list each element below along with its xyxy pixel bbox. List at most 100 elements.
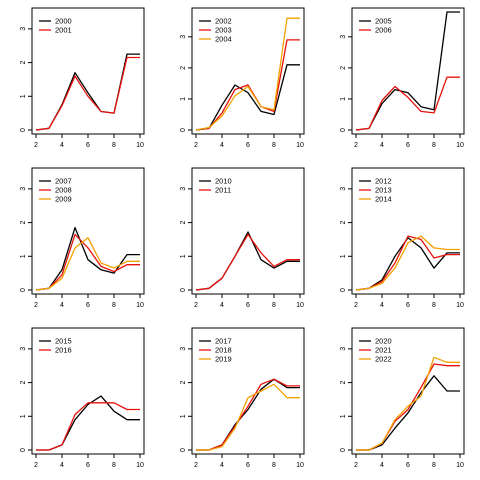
x-tick-label: 10 (456, 302, 464, 309)
y-tick-label: 0 (20, 288, 27, 292)
plot-frame (31, 327, 145, 455)
y-tick-label: 3 (340, 187, 347, 191)
x-tick-label: 10 (296, 302, 304, 309)
x-tick-label: 10 (456, 142, 464, 149)
x-tick-label: 4 (60, 462, 64, 469)
series-line-2011 (195, 233, 300, 291)
legend-label: 2008 (55, 186, 72, 195)
x-tick-label: 6 (86, 302, 90, 309)
y-tick-label: 0 (20, 448, 27, 452)
series-line-2012 (355, 237, 460, 291)
x-tick-label: 4 (220, 462, 224, 469)
plot-frame (191, 7, 305, 135)
y-tick-label: 0 (180, 448, 187, 452)
x-tick-label: 10 (136, 462, 144, 469)
plot-frame (351, 7, 465, 135)
y-tick-label: 0 (20, 128, 27, 132)
y-tick-label: 1 (20, 254, 27, 258)
x-tick-label: 6 (86, 142, 90, 149)
series-line-2018 (196, 378, 300, 451)
plot-frame (191, 167, 305, 295)
x-tick-label: 2 (34, 462, 38, 469)
y-tick-label: 2 (180, 221, 187, 225)
x-tick-label: 4 (380, 142, 384, 149)
series-line-2002 (195, 64, 300, 131)
x-tick-label: 8 (432, 462, 436, 469)
legend-label: 2015 (55, 337, 72, 346)
y-tick-label: 1 (180, 97, 187, 101)
y-tick-label: 3 (20, 347, 27, 351)
x-tick-label: 8 (432, 302, 436, 309)
x-tick-label: 2 (194, 462, 198, 469)
series-line-2005 (355, 11, 460, 131)
plot-frame (351, 167, 465, 295)
x-tick-label: 2 (194, 142, 198, 149)
y-tick-label: 1 (340, 414, 347, 418)
series-line-2009 (35, 237, 140, 291)
x-tick-label: 6 (246, 302, 250, 309)
x-tick-label: 4 (380, 302, 384, 309)
y-tick-label: 0 (180, 128, 187, 132)
series-line-2008 (35, 233, 140, 291)
x-tick-label: 10 (296, 142, 304, 149)
y-tick-label: 1 (340, 97, 347, 101)
y-tick-label: 2 (340, 381, 347, 385)
legend-label: 2009 (55, 195, 72, 204)
y-tick-label: 3 (180, 347, 187, 351)
y-tick-label: 1 (180, 254, 187, 258)
series-line-2007 (35, 226, 140, 291)
series-line-2017 (196, 378, 300, 451)
legend-label: 2017 (215, 337, 232, 346)
x-tick-label: 2 (354, 142, 358, 149)
x-tick-label: 2 (34, 302, 38, 309)
x-tick-label: 8 (272, 462, 276, 469)
legend-label: 2006 (375, 26, 392, 35)
x-tick-label: 6 (86, 462, 90, 469)
y-tick-label: 0 (340, 128, 347, 132)
series-line-2016 (36, 402, 140, 451)
x-tick-label: 6 (246, 462, 250, 469)
y-tick-label: 1 (20, 94, 27, 98)
y-tick-label: 3 (340, 347, 347, 351)
plot-frame (191, 327, 305, 455)
series-line-2020 (356, 375, 460, 451)
plot-frame (31, 167, 145, 295)
x-tick-label: 4 (60, 302, 64, 309)
y-tick-label: 1 (340, 254, 347, 258)
x-tick-label: 2 (34, 142, 38, 149)
legend-label: 2013 (375, 186, 392, 195)
legend-label: 2012 (375, 177, 392, 186)
legend-label: 2011 (215, 186, 231, 195)
x-tick-label: 6 (406, 142, 410, 149)
y-tick-label: 2 (180, 66, 187, 70)
x-tick-label: 10 (296, 462, 304, 469)
x-tick-label: 8 (432, 142, 436, 149)
x-tick-label: 8 (112, 462, 116, 469)
legend-label: 2020 (375, 337, 392, 346)
legend-label: 2000 (55, 17, 72, 26)
series-line-2000 (35, 53, 140, 131)
x-tick-label: 6 (406, 302, 410, 309)
x-tick-label: 2 (354, 462, 358, 469)
series-line-2004 (195, 17, 300, 131)
x-tick-label: 4 (220, 302, 224, 309)
legend-label: 2007 (55, 177, 72, 186)
plot-frame (31, 7, 145, 135)
series-line-2001 (35, 56, 140, 131)
legend-label: 2002 (215, 17, 232, 26)
x-tick-label: 10 (136, 142, 144, 149)
x-tick-label: 6 (406, 462, 410, 469)
y-tick-label: 2 (20, 61, 27, 65)
series-line-2015 (36, 395, 140, 451)
x-tick-label: 8 (272, 302, 276, 309)
y-tick-label: 2 (20, 381, 27, 385)
